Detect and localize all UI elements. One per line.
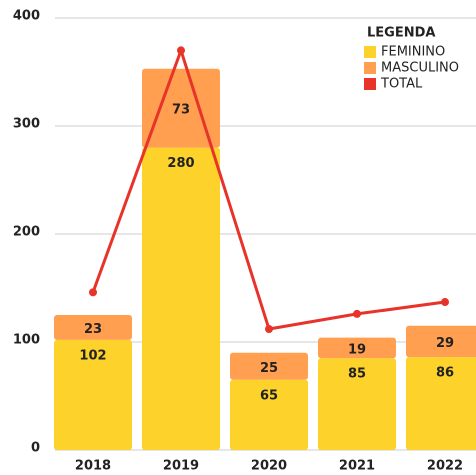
- x-tick-label: 2018: [75, 459, 111, 474]
- line-point: [441, 298, 449, 307]
- bar-segment: [142, 68, 220, 148]
- value-label: 29: [436, 336, 454, 351]
- bar-segment: [142, 147, 220, 450]
- bar-segment: [230, 379, 308, 450]
- value-label: 19: [348, 342, 366, 357]
- value-label: 23: [84, 322, 102, 337]
- value-label: 25: [260, 361, 278, 376]
- bar-segment: [54, 339, 132, 450]
- legend-swatch: [364, 46, 376, 58]
- line-point: [265, 325, 273, 334]
- bar-segment: [406, 325, 476, 358]
- value-label: 102: [79, 348, 106, 363]
- legend-swatch: [364, 62, 376, 74]
- legend-label: FEMININO: [381, 45, 445, 60]
- y-tick-label: 300: [13, 117, 40, 132]
- legend-label: MASCULINO: [381, 61, 459, 76]
- y-tick-label: 100: [13, 333, 40, 348]
- x-tick-label: 2022: [427, 459, 463, 474]
- bar-segment: [318, 358, 396, 450]
- y-tick-label: 200: [13, 225, 40, 240]
- line-point: [89, 288, 97, 297]
- y-tick-label: 400: [13, 9, 40, 24]
- legend-title: LEGENDA: [367, 26, 435, 41]
- y-tick-label: 0: [31, 441, 40, 456]
- bar-segment: [318, 337, 396, 359]
- value-label: 86: [436, 366, 454, 381]
- x-tick-label: 2021: [339, 459, 375, 474]
- value-label: 73: [172, 103, 190, 118]
- value-label: 85: [348, 367, 366, 382]
- line-point: [177, 46, 185, 55]
- legend-swatch: [364, 78, 376, 90]
- value-label: 280: [167, 156, 194, 171]
- value-label: 65: [260, 388, 278, 403]
- line-point: [353, 309, 361, 318]
- x-tick-label: 2020: [251, 459, 287, 474]
- bar-segment: [230, 352, 308, 380]
- legend-label: TOTAL: [380, 77, 423, 92]
- bar-segment: [54, 315, 132, 340]
- bar-segment: [406, 357, 476, 450]
- x-tick-label: 2019: [163, 459, 199, 474]
